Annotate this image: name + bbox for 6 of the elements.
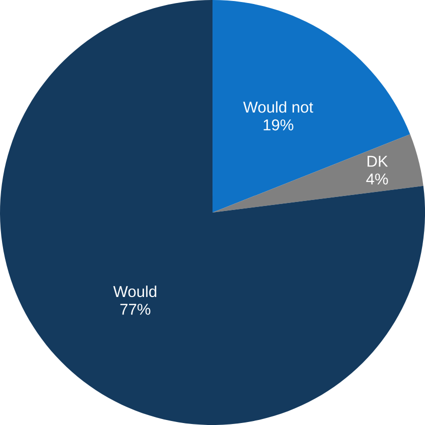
data-label: 19% (264, 119, 294, 130)
slice-label: Would (113, 286, 156, 298)
slice-label: DK (368, 156, 388, 167)
data-label: 77% (120, 304, 150, 315)
slice-label: Would not (243, 101, 314, 113)
data-label: 4% (366, 174, 388, 185)
